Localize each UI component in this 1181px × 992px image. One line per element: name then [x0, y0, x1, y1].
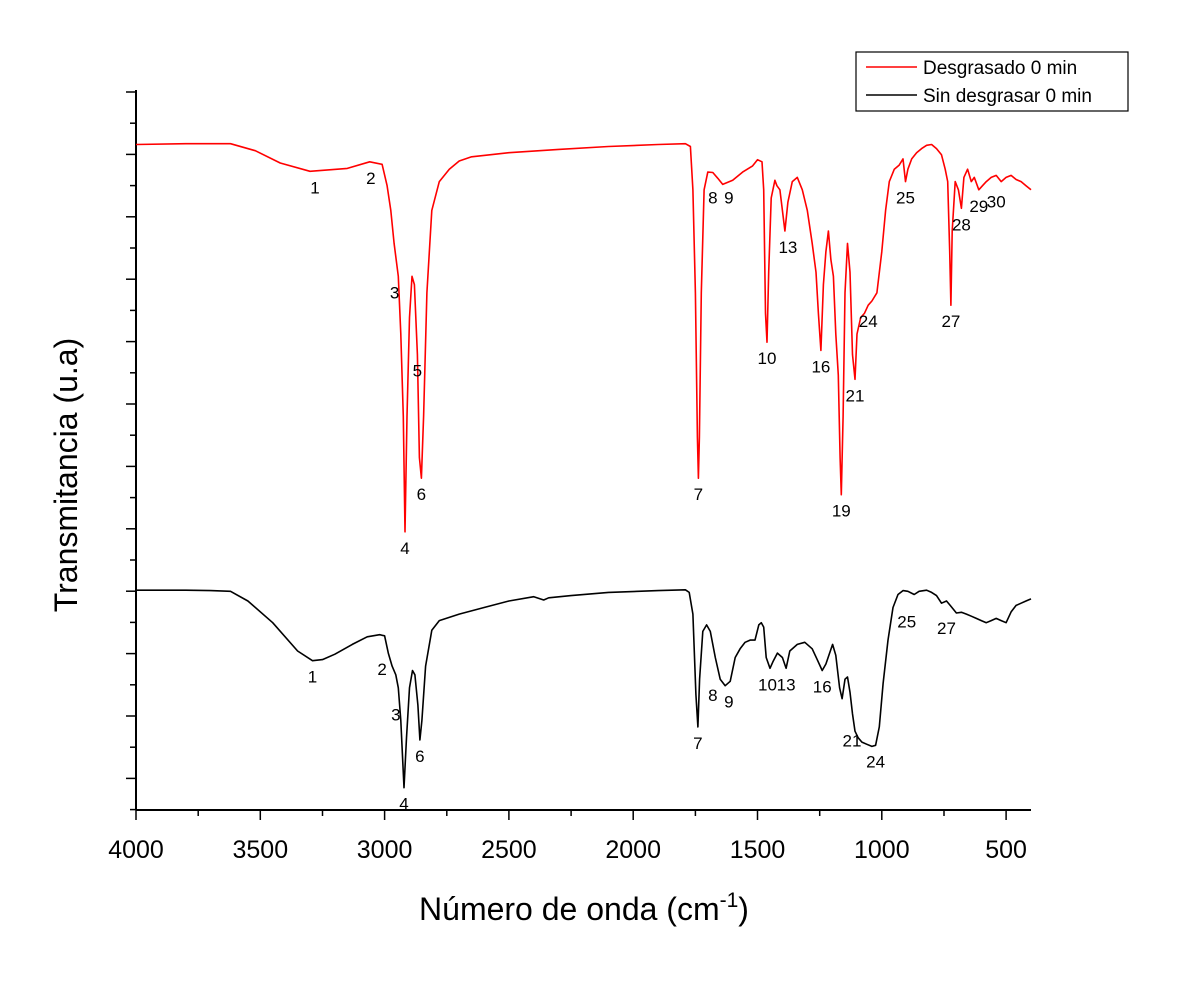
peak-label-desgrasado-9: 9 — [724, 189, 733, 208]
legend-label-desgrasado: Desgrasado 0 min — [923, 58, 1077, 79]
peak-label-desgrasado-28: 28 — [952, 215, 971, 234]
peak-label-sin-desgrasar-9: 9 — [724, 693, 733, 712]
legend-box — [855, 51, 1129, 112]
peak-label-desgrasado-5: 5 — [413, 362, 422, 381]
peak-label-desgrasado-27: 27 — [941, 312, 960, 331]
legend-label-sin-desgrasar: Sin desgrasar 0 min — [923, 86, 1092, 107]
x-tick-label-2000: 2000 — [605, 836, 661, 864]
peak-label-desgrasado-21: 21 — [846, 386, 865, 405]
peak-label-sin-desgrasar-7: 7 — [693, 734, 702, 753]
x-tick-label-2500: 2500 — [481, 836, 537, 864]
peak-label-sin-desgrasar-21: 21 — [843, 732, 862, 751]
peak-label-sin-desgrasar-8: 8 — [708, 686, 717, 705]
peak-label-sin-desgrasar-6: 6 — [415, 747, 424, 766]
peak-label-sin-desgrasar-25: 25 — [897, 612, 916, 631]
peak-label-desgrasado-8: 8 — [708, 189, 717, 208]
series-line-desgrasado — [135, 142, 1032, 533]
x-tick-label-500: 500 — [985, 836, 1027, 864]
peak-label-sin-desgrasar-13: 13 — [777, 675, 796, 694]
x-axis-ticks — [135, 810, 1007, 820]
peak-label-desgrasado-6: 6 — [417, 485, 426, 504]
x-axis-title: Número de onda (cm-1) — [419, 889, 749, 927]
legend: Desgrasado 0 min Sin desgrasar 0 min — [855, 51, 1129, 112]
peak-label-desgrasado-29: 29 — [969, 197, 988, 216]
series-line-sin-desgrasar — [136, 589, 1032, 789]
peak-label-sin-desgrasar-1: 1 — [308, 668, 317, 687]
peak-label-sin-desgrasar-4: 4 — [399, 795, 408, 814]
y-axis-title: Transmitancia (u.a) — [48, 338, 84, 612]
peak-label-desgrasado-1: 1 — [310, 178, 319, 197]
peak-label-sin-desgrasar-10: 10 — [758, 675, 777, 694]
peak-label-desgrasado-24: 24 — [859, 312, 878, 331]
x-axis-title-main: Número de onda (cm — [419, 891, 720, 927]
x-axis-tick-labels: 4000 3500 3000 2500 2000 1500 1000 500 — [108, 836, 1027, 864]
peak-label-sin-desgrasar-2: 2 — [377, 660, 386, 679]
peak-label-sin-desgrasar-16: 16 — [813, 678, 832, 697]
peak-label-desgrasado-13: 13 — [778, 238, 797, 257]
peak-label-desgrasado-16: 16 — [811, 358, 830, 377]
x-tick-label-1500: 1500 — [730, 836, 786, 864]
peak-label-desgrasado-10: 10 — [758, 349, 777, 368]
peak-label-desgrasado-7: 7 — [694, 485, 703, 504]
series-group — [135, 142, 1032, 789]
peak-label-desgrasado-25: 25 — [896, 189, 915, 208]
x-tick-label-1000: 1000 — [854, 836, 910, 864]
peak-label-sin-desgrasar-24: 24 — [866, 752, 885, 771]
x-tick-label-3000: 3000 — [357, 836, 413, 864]
x-tick-label-4000: 4000 — [108, 836, 164, 864]
peak-label-sin-desgrasar-27: 27 — [937, 619, 956, 638]
peak-label-desgrasado-4: 4 — [400, 539, 409, 558]
x-axis-title-close: ) — [738, 891, 749, 927]
peak-label-desgrasado-30: 30 — [987, 193, 1006, 212]
peak-label-sin-desgrasar-3: 3 — [391, 706, 400, 725]
x-tick-label-3500: 3500 — [232, 836, 288, 864]
peak-label-desgrasado-3: 3 — [390, 283, 399, 302]
x-axis-title-superscript: -1 — [720, 889, 739, 912]
y-axis-ticks — [126, 91, 136, 811]
peak-label-desgrasado-19: 19 — [832, 502, 851, 521]
peak-label-desgrasado-2: 2 — [366, 169, 375, 188]
